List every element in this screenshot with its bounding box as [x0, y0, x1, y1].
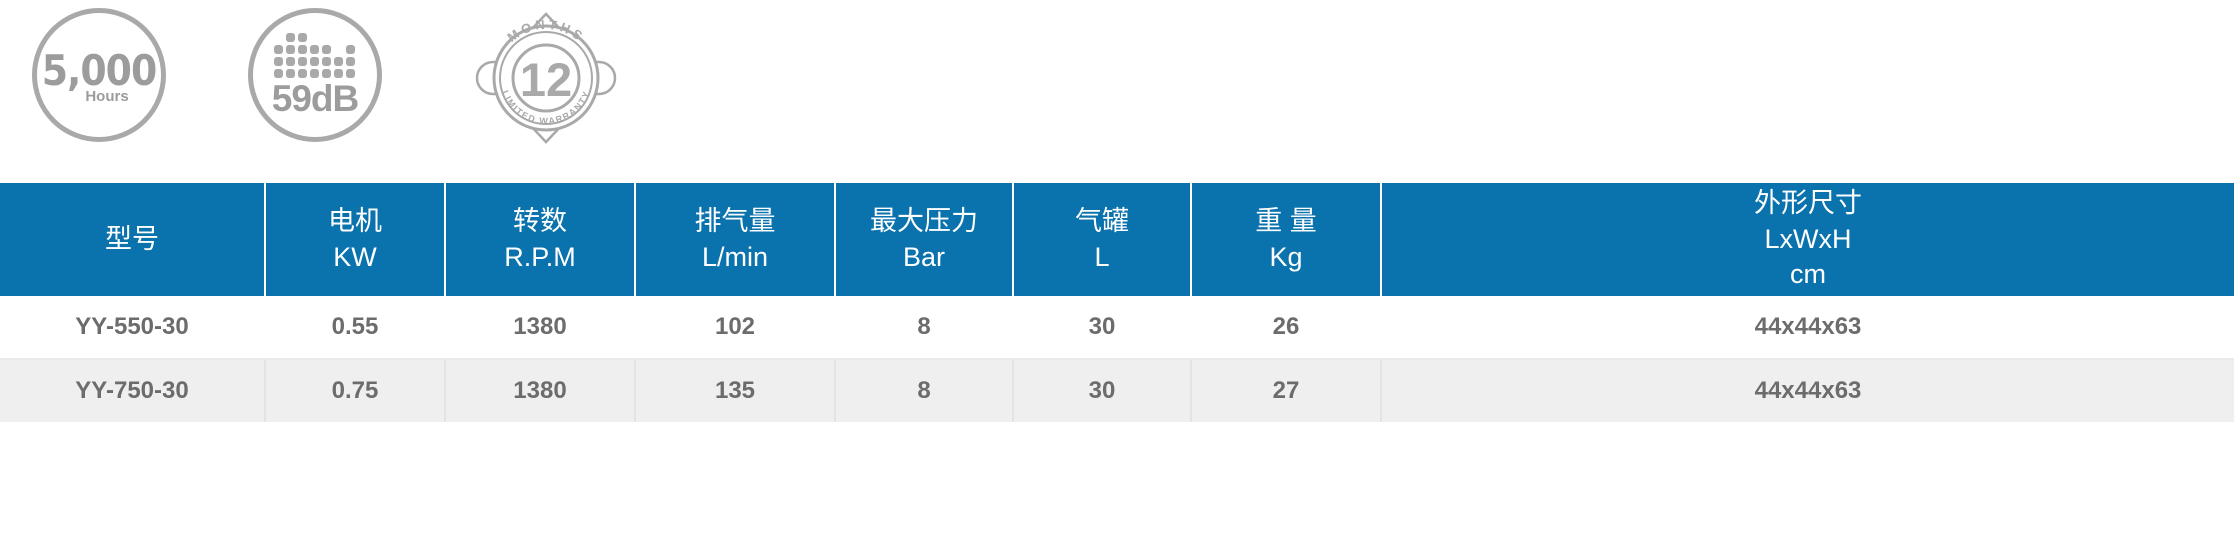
warranty-months-value: 12: [520, 53, 572, 106]
cell-dimensions: 44x44x63: [1381, 359, 2234, 422]
cell-tank: 30: [1013, 359, 1192, 422]
cell-weight: 27: [1191, 359, 1382, 422]
cell-rpm: 1380: [445, 296, 636, 360]
column-header-tank: 气罐 L: [1013, 183, 1192, 296]
column-header-max-pressure: 最大压力 Bar: [835, 183, 1014, 296]
header-en: L: [1094, 241, 1110, 272]
hours-label: Hours: [85, 88, 129, 105]
cell-rpm: 1380: [445, 359, 636, 422]
header-cn: 最大压力: [870, 205, 978, 236]
header-unit: cm: [1790, 259, 1826, 290]
header-cn: 型号: [105, 223, 159, 254]
column-header-motor: 电机 KW: [265, 183, 446, 296]
header-en: R.P.M: [504, 241, 576, 272]
header-cn: 重 量: [1255, 205, 1317, 236]
specifications-table: 型号 电机 KW 转数 R.P.M 排气量 L/min 最大压力 Bar: [0, 183, 2234, 422]
header-en: LxWxH: [1764, 223, 1852, 254]
header-cn: 外形尺寸: [1754, 188, 1862, 219]
column-header-air-delivery: 排气量 L/min: [635, 183, 836, 296]
column-header-dimensions: 外形尺寸 LxWxH cm: [1381, 183, 2234, 296]
header-cn: 电机: [328, 205, 382, 236]
cell-dimensions: 44x44x63: [1381, 296, 2234, 360]
warranty-seal-icon: MONTHS LIMITED WARRANTY 12: [471, 6, 621, 146]
cell-motor-kw: 0.75: [265, 359, 446, 422]
column-header-model: 型号: [0, 183, 266, 296]
column-header-weight: 重 量 Kg: [1191, 183, 1382, 296]
cell-air-delivery: 102: [635, 296, 836, 360]
warranty-badge: MONTHS LIMITED WARRANTY 12: [459, 0, 659, 160]
header-cn: 气罐: [1075, 205, 1129, 236]
noise-badge: 59dB: [234, 0, 449, 160]
header-en: L/min: [701, 241, 769, 272]
table-row: YY-750-30 0.75 1380 135 8 30 27 44x44x63: [0, 359, 2234, 422]
cell-weight: 26: [1191, 296, 1382, 360]
header-cn: 转数: [513, 205, 567, 236]
badge-strip: 5,000 Hours 59dB: [0, 0, 659, 160]
cell-model: YY-750-30: [0, 359, 266, 422]
hours-badge: 5,000 Hours: [22, 0, 222, 160]
cell-max-pressure: 8: [835, 296, 1014, 360]
cell-max-pressure: 8: [835, 359, 1014, 422]
hours-value: 5,000: [41, 46, 158, 95]
header-cn: 排气量: [694, 205, 776, 236]
circle-outline-icon: [32, 8, 166, 142]
header-en: Kg: [1269, 241, 1303, 272]
table-row: YY-550-30 0.55 1380 102 8 30 26 44x44x63: [0, 296, 2234, 360]
cell-motor-kw: 0.55: [265, 296, 446, 360]
noise-value: 59dB: [271, 78, 359, 119]
cell-air-delivery: 135: [635, 359, 836, 422]
circle-outline-icon: [248, 8, 382, 142]
cell-tank: 30: [1013, 296, 1192, 360]
header-en: Bar: [902, 241, 946, 272]
header-en: KW: [333, 241, 377, 272]
equalizer-icon: [274, 28, 360, 78]
column-header-rpm: 转数 R.P.M: [445, 183, 636, 296]
table-header-row: 型号 电机 KW 转数 R.P.M 排气量 L/min 最大压力 Bar: [0, 183, 2234, 296]
cell-model: YY-550-30: [0, 296, 266, 360]
